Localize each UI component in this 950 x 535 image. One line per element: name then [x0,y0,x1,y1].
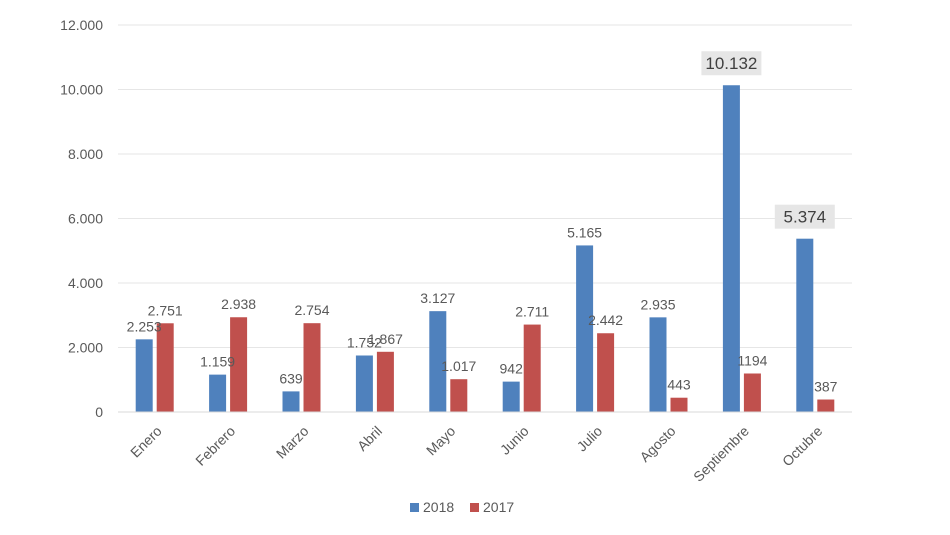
x-category-label: Septiembre [690,423,752,485]
bar-2017 [670,397,688,412]
legend-label-2017: 2017 [483,499,514,515]
data-label: 639 [279,370,303,386]
data-label: 2.935 [640,296,675,312]
legend-label-2018: 2018 [423,499,454,515]
bar-2018 [576,245,594,412]
y-tick-label: 10.000 [60,82,103,98]
data-label-highlight [701,51,762,76]
x-category-label: Mayo [423,423,459,459]
bar-2017 [230,317,248,412]
bar-2017 [597,333,615,412]
bar-2017 [450,379,468,412]
data-label: 387 [814,379,838,395]
bar-2018 [722,85,740,413]
data-label: 1.867 [368,331,403,347]
x-category-label: Febrero [192,423,238,469]
y-tick-label: 12.000 [60,17,103,33]
legend-swatch-2017 [470,503,479,512]
bar-2017 [156,323,174,412]
data-label: 2.751 [148,302,183,318]
bar-2018 [209,374,227,412]
bar-2018 [649,317,667,412]
y-tick-label: 8.000 [68,146,103,162]
data-label: 5.374 [784,208,827,227]
x-category-label: Julio [574,423,606,455]
data-label: 1.159 [200,354,235,370]
data-label-highlight [774,204,835,229]
bar-2018 [502,381,520,412]
x-category-label: Enero [127,423,165,461]
bars [135,85,835,413]
data-label: 2.442 [588,312,623,328]
data-label: 1.017 [441,358,476,374]
data-label: 1.752 [347,334,382,350]
x-category-label: Octubre [779,423,826,470]
bar-2018 [282,391,300,412]
data-label: 2.938 [221,296,256,312]
x-category-label: Junio [497,423,532,458]
x-axis-category-labels: Enero Febrero Marzo Abril Mayo Junio Julio Agos… [127,423,825,485]
bar-2017 [303,323,321,412]
data-label: 10.132 [705,54,757,73]
bar-2017 [523,324,541,412]
bar-2018 [796,238,814,412]
x-category-label: Abril [354,423,385,454]
bar-2017 [817,399,835,412]
bar-2018 [355,355,373,412]
data-label: 3.127 [420,290,455,306]
x-category-label: Marzo [273,423,312,462]
y-tick-label: 2.000 [68,340,103,356]
y-tick-label: 0 [95,404,103,420]
x-category-label: Agosto [636,423,678,465]
bar-2018 [429,311,447,412]
data-label: 2.754 [294,302,329,318]
legend: 2018 2017 [410,499,514,515]
data-label: 2.253 [127,318,162,334]
bar-2017 [743,373,761,412]
data-label: 2.711 [515,304,549,320]
y-tick-label: 4.000 [68,275,103,291]
data-label: 1194 [737,352,767,368]
data-label: 443 [667,377,691,393]
legend-swatch-2018 [410,503,419,512]
bar-2018 [135,339,153,412]
y-tick-label: 6.000 [68,211,103,227]
data-label: 5.165 [567,224,602,240]
data-label: 942 [500,361,524,377]
y-axis-tick-labels: 0 2.000 4.000 6.000 8.000 10.000 12.000 [60,17,103,420]
bar-2017 [376,351,394,412]
